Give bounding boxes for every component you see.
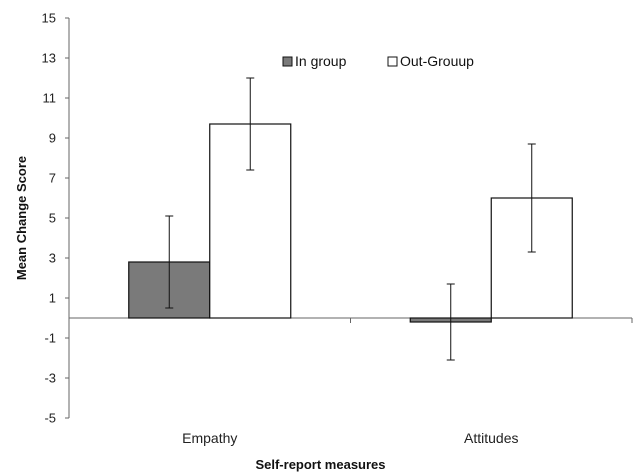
legend: In group Out-Grouup (282, 53, 474, 69)
x-axis-title: Self-report measures (255, 457, 385, 472)
y-tick-label: 3 (49, 251, 56, 266)
y-tick-label: 9 (49, 131, 56, 146)
y-tick-label: -1 (44, 331, 56, 346)
y-axis: 15 13 11 9 7 5 3 1 -1 -3 -5 (42, 11, 70, 426)
bars (128, 123, 573, 323)
legend-swatch (282, 56, 293, 67)
y-tick-label: 13 (42, 51, 56, 66)
y-tick-label: -3 (44, 371, 56, 386)
y-tick-label: 5 (49, 211, 56, 226)
y-tick-label: 11 (43, 91, 57, 106)
x-category-label: Empathy (182, 430, 237, 446)
y-tick-label: 1 (49, 291, 56, 306)
y-axis-title: Mean Change Score (14, 156, 29, 280)
legend-swatch (387, 56, 398, 67)
y-tick-label: 15 (42, 11, 56, 26)
y-tick-label: 7 (49, 171, 56, 186)
error-bars (165, 77, 536, 361)
x-category-label: Attitudes (464, 430, 518, 446)
legend-label: In group (295, 53, 347, 69)
legend-label: Out-Grouup (400, 53, 474, 69)
y-tick-label: -5 (44, 411, 56, 426)
x-axis: Empathy Attitudes (68, 317, 633, 446)
